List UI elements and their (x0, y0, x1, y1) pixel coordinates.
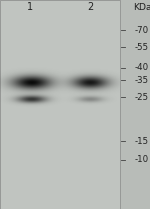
Bar (0, 0, 120, 209)
Text: -15: -15 (134, 136, 148, 146)
Text: KDa: KDa (133, 3, 150, 12)
Text: -70: -70 (134, 26, 148, 35)
Text: -55: -55 (134, 42, 148, 52)
Text: 2: 2 (87, 2, 93, 12)
Text: -10: -10 (134, 155, 148, 164)
Text: -40: -40 (134, 63, 148, 73)
Text: -35: -35 (134, 76, 148, 85)
Text: -25: -25 (134, 93, 148, 102)
Text: 1: 1 (27, 2, 33, 12)
